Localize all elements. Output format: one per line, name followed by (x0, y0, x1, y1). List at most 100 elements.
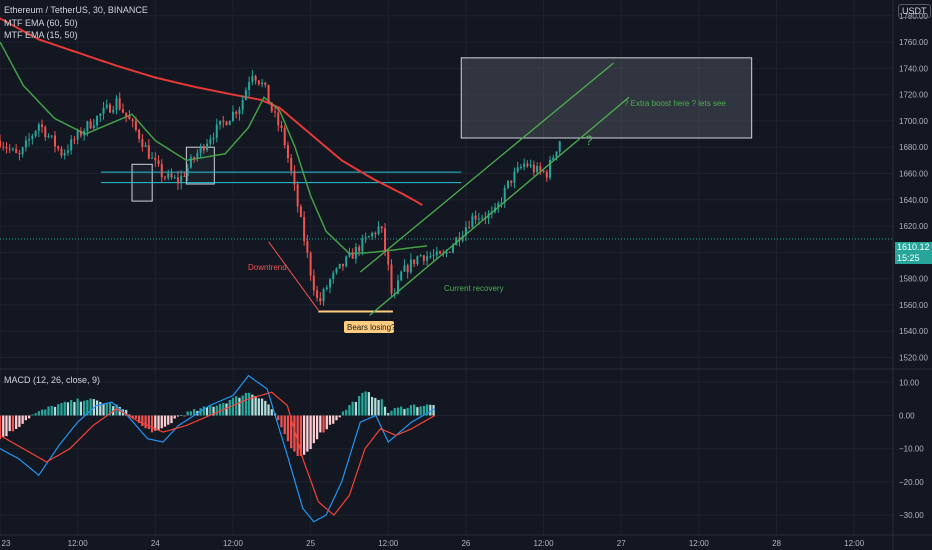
candle (409, 253, 412, 275)
current-recovery-label: Current recovery (444, 284, 504, 293)
candle (380, 226, 383, 233)
candle-body (290, 158, 293, 171)
candle-body (416, 256, 419, 265)
currency-button[interactable]: USDT (898, 4, 931, 18)
macd-line (0, 374, 436, 523)
candle (235, 110, 238, 119)
target-box (460, 57, 753, 139)
macd-histogram-bar (141, 415, 144, 427)
macd-histogram-bar (328, 415, 332, 425)
macd-histogram-bar (367, 392, 370, 416)
candle-body (147, 145, 150, 159)
candle (296, 181, 299, 213)
candle-body (280, 125, 283, 128)
candle-body (274, 111, 277, 113)
candle-body (432, 255, 435, 257)
macd-histogram-bar (189, 411, 193, 416)
candle-body (209, 139, 212, 144)
candle (374, 231, 377, 239)
candle (519, 163, 522, 170)
candle-body (66, 150, 69, 153)
candle-body (374, 232, 377, 235)
candle (413, 259, 416, 268)
candle-body (296, 184, 299, 207)
macd-histogram-bar (209, 405, 212, 416)
candle (351, 248, 354, 259)
ema-short-legend[interactable]: MTF EMA (15, 50) (4, 30, 78, 40)
candle (290, 153, 293, 176)
candle-body (529, 164, 532, 167)
candle (92, 118, 95, 130)
candle-body (270, 102, 273, 112)
candle-body (57, 146, 60, 149)
macd-histogram-bar (183, 415, 186, 417)
candle-body (283, 127, 286, 146)
price-tick-label: 1700.00 (899, 117, 928, 126)
macd-histogram-bar (60, 403, 63, 416)
time-tick-label: 12:00 (378, 539, 399, 548)
macd-histogram-bar (63, 401, 66, 416)
macd-histogram-bar (160, 415, 163, 429)
macd-histogram-bar (180, 414, 183, 416)
candle-body (5, 147, 8, 149)
macd-histogram-bar (303, 415, 306, 455)
candle (303, 211, 306, 246)
macd-histogram-bar (358, 395, 361, 416)
macd-histogram-bar (24, 415, 28, 421)
channel-lower-line (369, 96, 630, 316)
macd-histogram-bar (170, 415, 173, 424)
price-tick-label: 1720.00 (899, 91, 928, 100)
candle (199, 143, 202, 159)
candle-body (86, 121, 89, 131)
candle (134, 116, 137, 132)
candle (341, 263, 344, 271)
candle-body (329, 279, 332, 288)
candle (47, 133, 50, 139)
candle (5, 142, 8, 154)
symbol-title[interactable]: Ethereum / TetherUS, 30, BINANCE (4, 5, 148, 15)
candle (277, 106, 280, 132)
candle-body (238, 109, 241, 115)
candle (141, 133, 144, 152)
candle-body (92, 125, 95, 129)
ema-long-legend[interactable]: MTF EMA (60, 50) (4, 18, 78, 28)
candle (416, 255, 419, 267)
candle-body (312, 275, 315, 291)
candle (384, 223, 387, 257)
candle (539, 162, 542, 175)
candle (105, 99, 108, 110)
candle-body (215, 124, 218, 138)
candle (345, 255, 348, 268)
candle-body (429, 256, 432, 258)
candle (283, 125, 286, 149)
candle-body (70, 139, 73, 151)
candle (189, 154, 192, 169)
macd-histogram-bar (125, 409, 128, 416)
candle-body (406, 265, 409, 273)
macd-histogram-bar (361, 392, 364, 416)
candle (439, 250, 442, 255)
candle-body (390, 264, 393, 294)
macd-histogram-bar (8, 415, 11, 432)
candle-body (299, 206, 302, 217)
macd-histogram-bar (44, 409, 47, 416)
candle-body (345, 256, 348, 267)
candle-body (160, 164, 163, 178)
macd-histogram-bar (286, 415, 290, 442)
macd-histogram-bar (332, 415, 335, 424)
candle (400, 270, 403, 282)
candle-body (170, 173, 173, 178)
candle-body (112, 109, 115, 113)
candle (468, 220, 471, 229)
candle-body (109, 104, 112, 113)
macd-legend[interactable]: MACD (12, 26, close, 9) (4, 375, 101, 385)
candle-body (121, 109, 124, 113)
candle (157, 155, 160, 167)
candle (28, 133, 31, 147)
candle (63, 149, 66, 160)
candle-body (50, 135, 53, 137)
candle (186, 163, 189, 182)
macd-histogram-bar (335, 415, 338, 421)
candle (86, 120, 89, 137)
